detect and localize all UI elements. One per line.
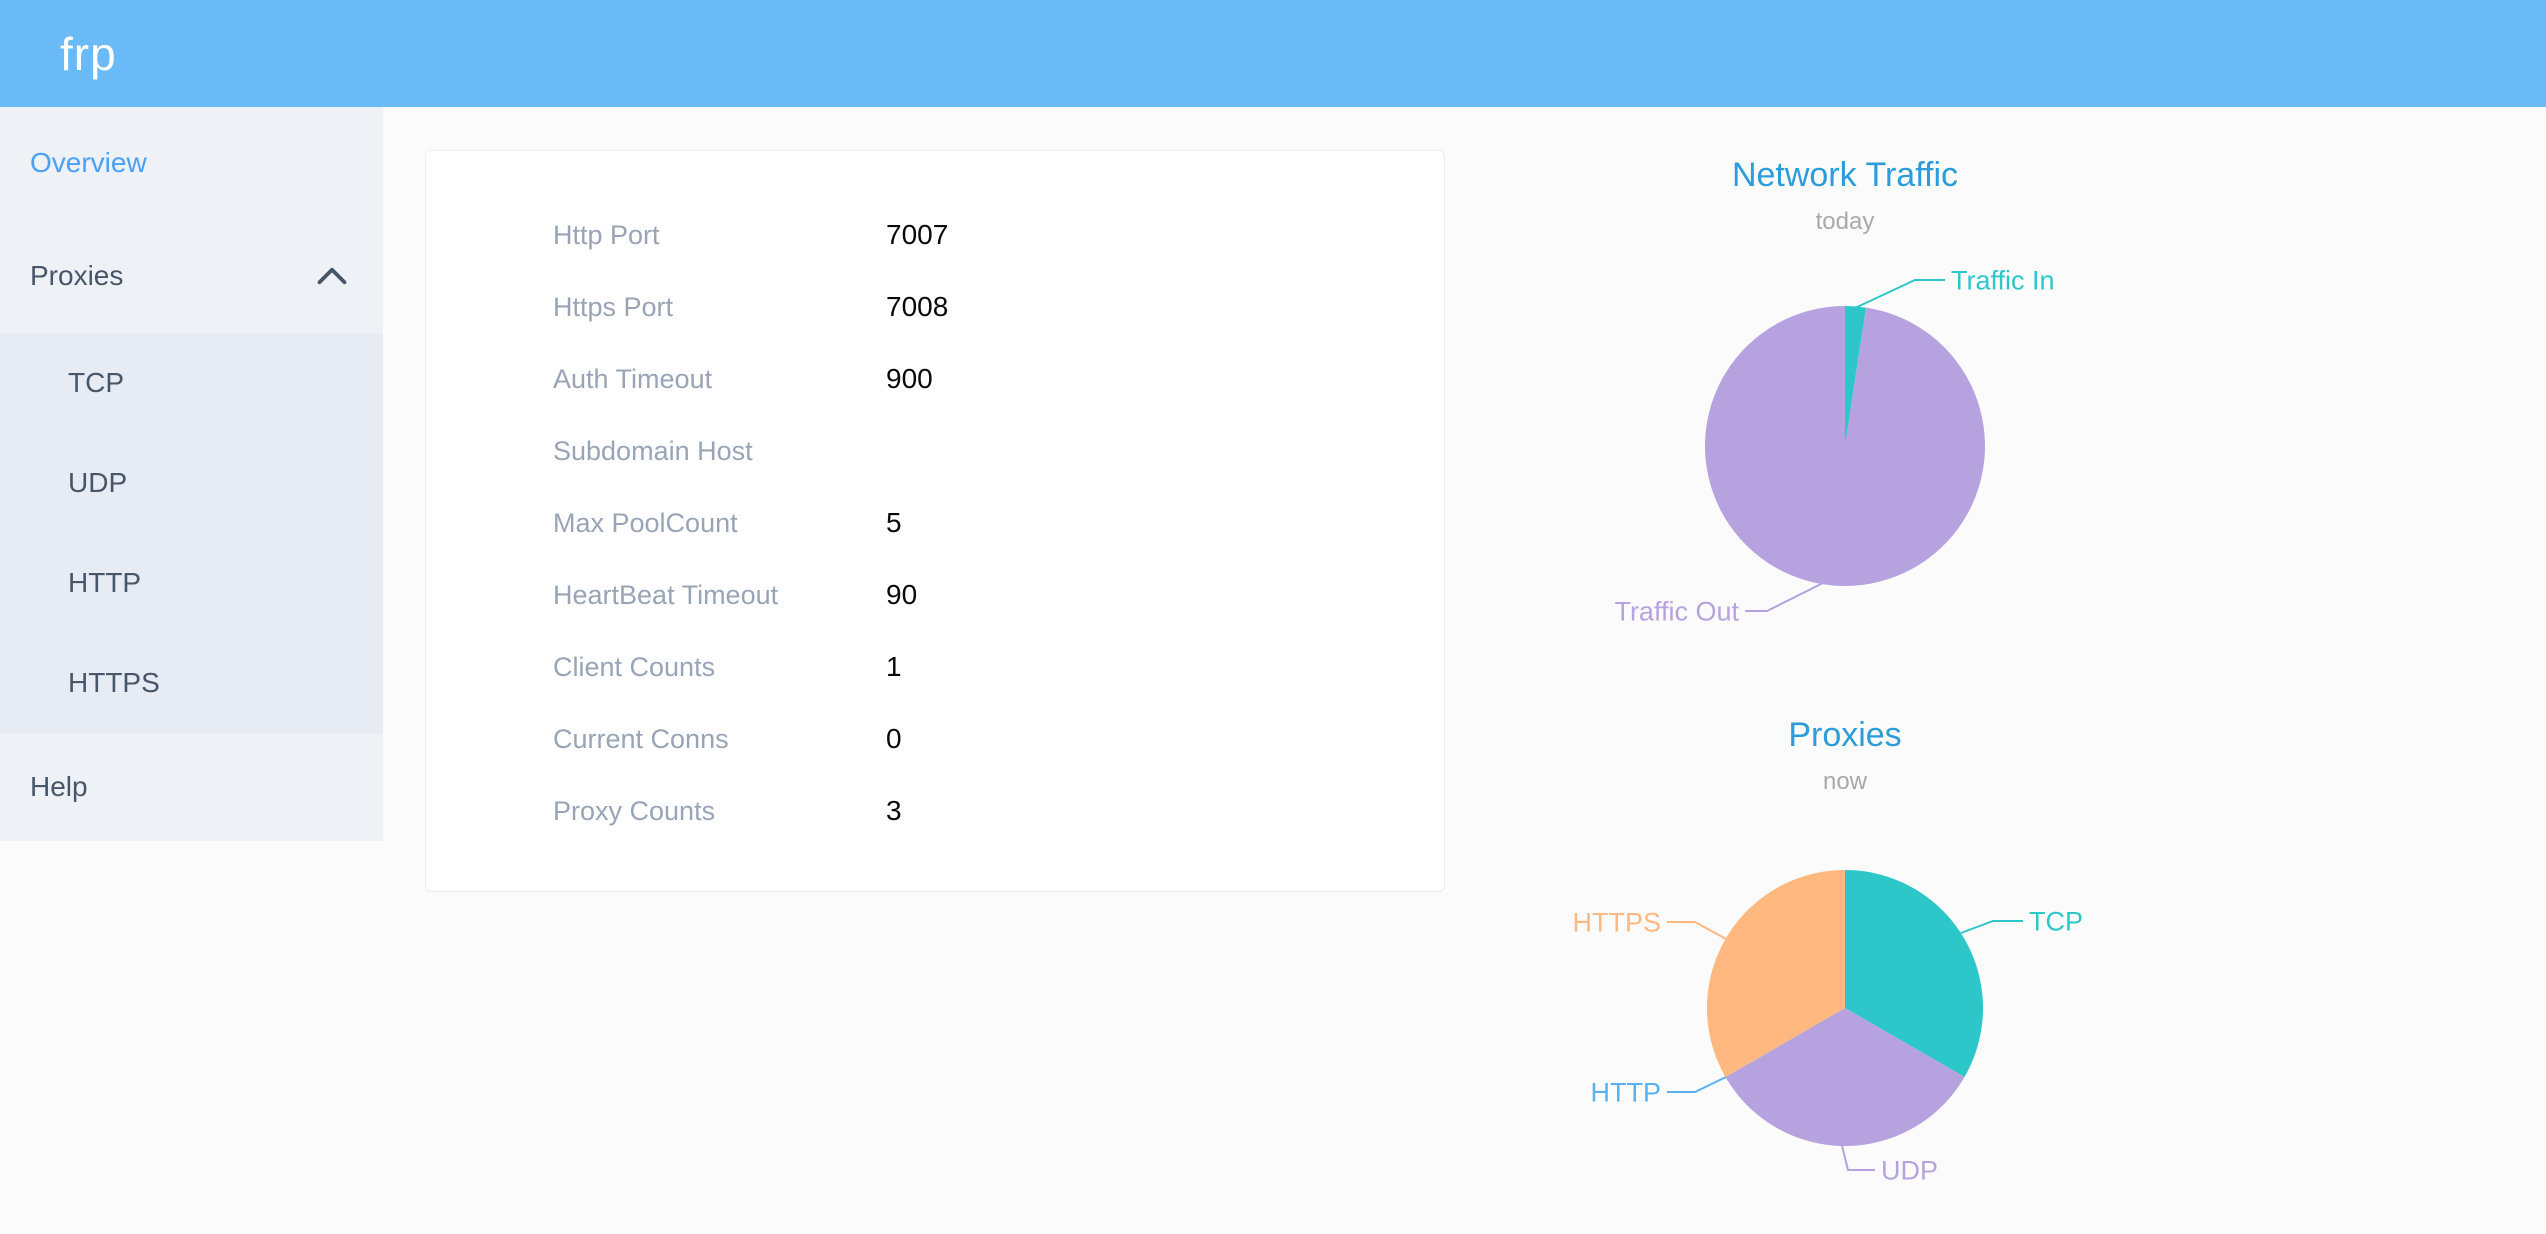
info-row: HeartBeat Timeout 90 xyxy=(426,559,1444,631)
info-label: Max PoolCount xyxy=(553,507,738,538)
sidebar-item-help-label: Help xyxy=(30,771,88,802)
pie-label-line-tcp xyxy=(1960,920,2023,934)
network-traffic-chart: Network Traffic today Traffic In Traffic … xyxy=(1545,155,2145,658)
pie-label-udp: UDP xyxy=(1881,1155,1938,1185)
sidebar-item-help[interactable]: Help xyxy=(0,733,383,841)
network-traffic-title: Network Traffic xyxy=(1731,156,1959,194)
info-value: 7008 xyxy=(886,291,949,322)
pie-label-line-traffic-in xyxy=(1854,279,1945,309)
top-header: frp xyxy=(0,0,2546,107)
pie-label-line-https xyxy=(1667,921,1727,940)
pie-slice-tcp[interactable] xyxy=(1845,870,1983,1077)
info-value: 0 xyxy=(886,723,902,754)
sidebar-item-overview[interactable]: Overview xyxy=(0,107,383,219)
pie-label-tcp: TCP xyxy=(2029,906,2083,936)
info-label: Current Conns xyxy=(553,723,729,754)
sidebar-item-proxies[interactable]: Proxies xyxy=(0,219,383,333)
info-label: Subdomain Host xyxy=(553,435,753,466)
pie-slice-udp[interactable] xyxy=(1725,1008,1965,1146)
sidebar-item-overview-label: Overview xyxy=(30,147,147,178)
info-row: Client Counts 1 xyxy=(426,631,1444,703)
pie-label-line-http xyxy=(1667,1076,1727,1093)
pie-label-http: HTTP xyxy=(1591,1077,1662,1107)
sidebar-item-https[interactable]: HTTPS xyxy=(0,633,383,733)
network-traffic-pie: Traffic In Traffic Out xyxy=(1614,265,2055,626)
info-row: Current Conns 0 xyxy=(426,703,1444,775)
info-value: 3 xyxy=(886,795,902,826)
network-traffic-subtitle: today xyxy=(1815,208,1875,235)
server-info-card: Http Port 7007 Https Port 7008 Auth Timeout 9… xyxy=(425,150,1445,892)
info-value: 900 xyxy=(886,363,933,394)
sidebar-item-https-label: HTTPS xyxy=(68,667,160,698)
chevron-up-icon xyxy=(317,267,347,285)
sidebar-item-tcp[interactable]: TCP xyxy=(0,333,383,433)
pie-label-line-traffic-out xyxy=(1745,582,1824,612)
info-row: Https Port 7008 xyxy=(426,271,1444,343)
pie-label-traffic-out: Traffic Out xyxy=(1614,596,1739,626)
info-label: Http Port xyxy=(553,219,660,250)
info-row: Proxy Counts 3 xyxy=(426,775,1444,847)
pie-label-traffic-in: Traffic In xyxy=(1951,265,2055,295)
info-value: 5 xyxy=(886,507,902,538)
sidebar: Overview Proxies TCP UDP HTTP HTTPS Help xyxy=(0,107,383,841)
info-row: Subdomain Host xyxy=(426,415,1444,487)
info-label: Auth Timeout xyxy=(553,363,713,394)
app-logo: frp xyxy=(60,27,117,80)
page-body: Overview Proxies TCP UDP HTTP HTTPS Help xyxy=(0,107,2546,1234)
info-label: Proxy Counts xyxy=(553,795,716,826)
pie-label-https: HTTPS xyxy=(1572,907,1661,937)
info-value: 90 xyxy=(886,579,918,610)
sidebar-item-tcp-label: TCP xyxy=(68,367,124,398)
proxies-pie: TCP UDP HTTP HTTPS xyxy=(1572,870,2083,1185)
sidebar-item-udp-label: UDP xyxy=(68,467,128,498)
proxies-subtitle: now xyxy=(1822,768,1868,795)
sidebar-item-http[interactable]: HTTP xyxy=(0,533,383,633)
info-row: Auth Timeout 900 xyxy=(426,343,1444,415)
proxies-submenu: TCP UDP HTTP HTTPS xyxy=(0,333,383,733)
sidebar-item-udp[interactable]: UDP xyxy=(0,433,383,533)
info-label: Client Counts xyxy=(553,651,716,682)
server-info-rows: Http Port 7007 Https Port 7008 Auth Timeout 9… xyxy=(426,199,1444,847)
sidebar-item-http-label: HTTP xyxy=(68,567,142,598)
info-value: 1 xyxy=(886,651,902,682)
pie-slice-https[interactable] xyxy=(1707,870,1845,1077)
sidebar-item-proxies-label: Proxies xyxy=(30,260,124,291)
info-row: Http Port 7007 xyxy=(426,199,1444,271)
proxies-title: Proxies xyxy=(1788,716,1902,754)
pie-slice-traffic-in[interactable] xyxy=(1845,306,1867,446)
info-label: HeartBeat Timeout xyxy=(553,579,779,610)
info-row: Max PoolCount 5 xyxy=(426,487,1444,559)
info-label: Https Port xyxy=(553,291,674,322)
pie-label-line-udp xyxy=(1841,1145,1875,1171)
proxies-chart: Proxies now TCP UDP HTTP HTTPS xyxy=(1545,715,2145,1229)
info-value: 7007 xyxy=(886,219,949,250)
pie-slice-traffic-out[interactable] xyxy=(1705,306,1985,586)
